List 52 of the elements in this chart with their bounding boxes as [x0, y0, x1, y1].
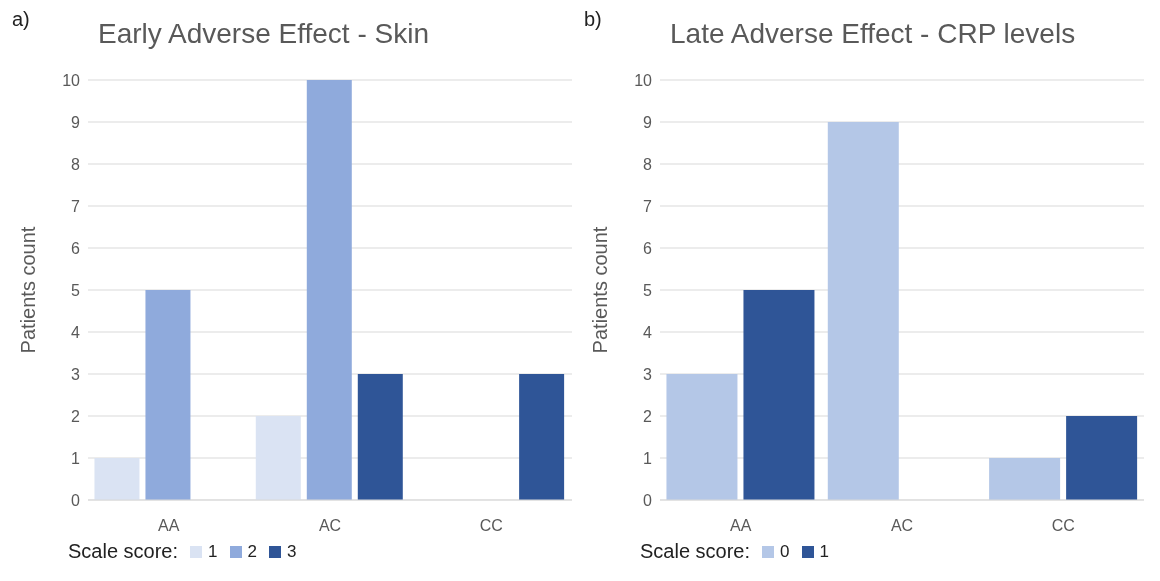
- bar: [94, 458, 140, 500]
- x-tick-label: AC: [318, 517, 342, 535]
- y-tick-label: 10: [62, 71, 81, 89]
- bar: [306, 80, 352, 500]
- x-tick-label: CC: [479, 517, 503, 535]
- text: a): [12, 8, 30, 31]
- y-tick-label: 3: [71, 365, 81, 383]
- bar: [145, 290, 191, 500]
- bar: [357, 374, 403, 500]
- y-tick-label: 0: [643, 491, 653, 509]
- y-tick-label: 1: [71, 449, 81, 467]
- bar: [519, 374, 565, 500]
- legend-label: 2: [247, 541, 257, 562]
- x-tick-label: AC: [890, 517, 914, 535]
- legend-label: 1: [208, 541, 218, 562]
- bar: [666, 374, 738, 500]
- y-tick-label: 2: [643, 407, 653, 425]
- legend-label: 3: [287, 541, 297, 562]
- bar: [989, 458, 1061, 500]
- x-tick-label: CC: [1051, 517, 1075, 535]
- y-tick-label: 8: [643, 155, 653, 173]
- y-tick-label: 0: [71, 491, 81, 509]
- bar: [255, 416, 301, 500]
- x-tick-label: AA: [729, 517, 752, 535]
- y-tick-label: 2: [71, 407, 81, 425]
- y-tick-label: 8: [71, 155, 81, 173]
- chart-title: Early Adverse Effect - Skin: [98, 18, 429, 49]
- y-tick-label: 5: [71, 281, 81, 299]
- bar: [1066, 416, 1138, 500]
- y-tick-label: 9: [71, 113, 81, 131]
- y-tick-label: 5: [643, 281, 653, 299]
- legend-title: Scale score:: [68, 540, 179, 563]
- bar: [743, 290, 815, 500]
- y-tick-label: 7: [643, 197, 653, 215]
- y-tick-label: 1: [643, 449, 653, 467]
- legend-label: 0: [780, 541, 790, 562]
- x-tick-label: AA: [157, 517, 180, 535]
- y-tick-label: 4: [71, 323, 81, 341]
- y-tick-label: 9: [643, 113, 653, 131]
- legend-title: Scale score:: [640, 540, 751, 563]
- y-tick-label: 4: [643, 323, 653, 341]
- text: b): [584, 8, 602, 31]
- y-tick-label: 6: [643, 239, 653, 257]
- bar: [827, 122, 899, 500]
- y-tick-label: 3: [643, 365, 653, 383]
- chart-title: Late Adverse Effect - CRP levels: [670, 18, 1076, 49]
- y-axis-title: Patients count: [589, 226, 612, 354]
- y-axis-title: Patients count: [17, 226, 40, 354]
- y-tick-label: 10: [634, 71, 653, 89]
- legend-label: 1: [819, 541, 829, 562]
- y-tick-label: 7: [71, 197, 81, 215]
- y-tick-label: 6: [71, 239, 81, 257]
